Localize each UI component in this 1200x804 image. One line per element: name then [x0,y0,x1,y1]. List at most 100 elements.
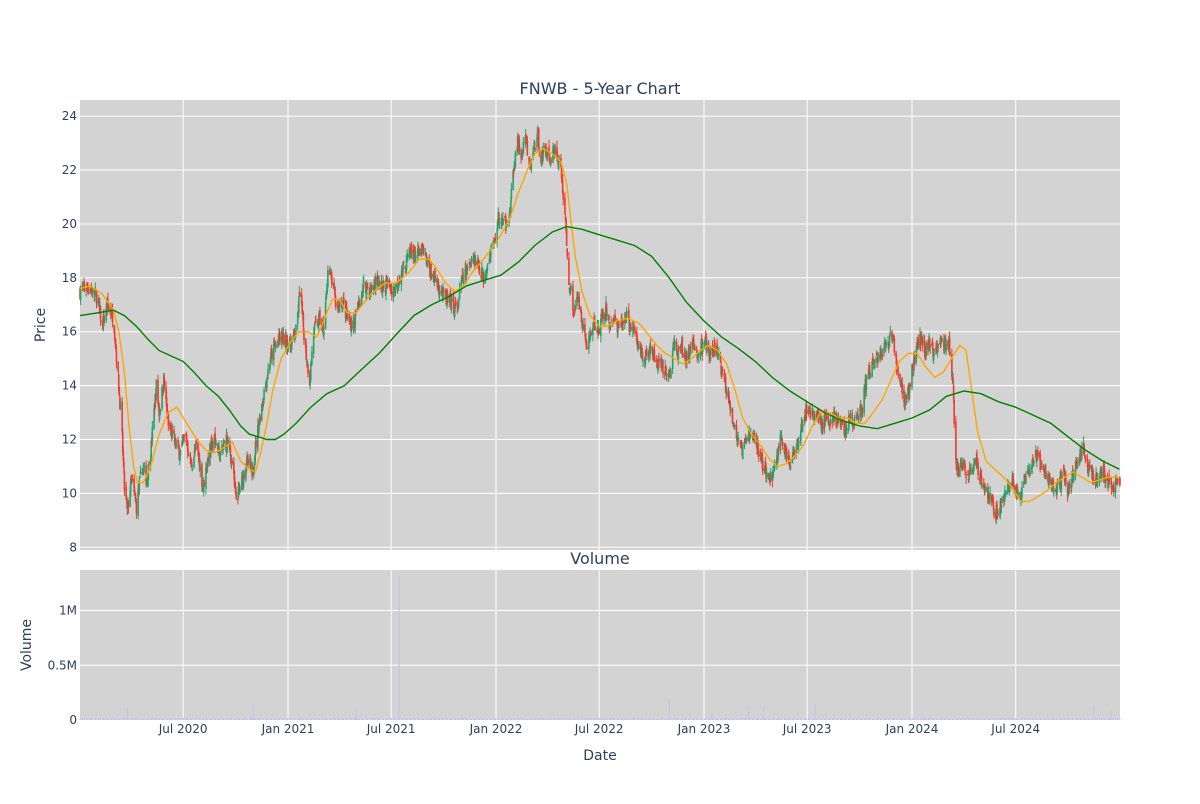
volume-bar [98,717,100,720]
candle-body [274,344,277,349]
volume-bar [1003,718,1005,720]
candle-body [901,383,904,394]
candle-body [863,390,866,396]
volume-bar [1091,719,1093,720]
volume-bar [473,718,475,720]
volume-bar [952,718,954,720]
volume-bar [959,718,961,720]
volume-bar [1023,718,1025,720]
volume-bar [778,718,780,720]
volume-bar [380,719,382,720]
volume-bar [923,718,925,720]
candle-body [1060,480,1063,491]
volume-bar [130,719,132,720]
volume-bar [109,719,111,720]
volume-bar [618,718,620,720]
volume-bar [806,718,808,720]
candle-body [242,472,245,488]
candle-body [809,407,811,413]
volume-bar [477,717,479,720]
volume-bar [1031,718,1033,720]
candle-body [428,257,431,267]
candle-body [772,471,774,478]
volume-bar [314,718,316,720]
candle-body [418,248,421,256]
volume-bar [1008,718,1010,720]
volume-bar [789,718,791,720]
candle-body [605,303,608,315]
volume-bar [673,718,675,720]
candle-body [735,425,738,439]
volume-bar [860,718,862,720]
volume-bar [960,718,962,720]
price-y-tick-label: 8 [69,540,77,554]
volume-bar [665,718,667,720]
volume-bar [972,717,974,720]
candle-body [829,419,832,424]
volume-bar [346,717,348,720]
candle-body [303,330,305,340]
volume-bar [693,718,695,720]
volume-bar [359,718,361,720]
volume-bar [1083,717,1085,720]
candle-body [1025,476,1027,483]
volume-bar [322,718,324,720]
volume-bar [698,718,700,720]
candle-body [907,387,909,399]
volume-bar [1100,717,1102,720]
volume-bar [553,717,555,720]
candle-body [904,396,906,406]
volume-bar [932,718,934,720]
volume-bar [726,717,728,720]
volume-bar [735,718,737,720]
volume-bar [708,718,710,720]
volume-plot-area[interactable] [80,570,1120,720]
volume-bar [203,718,205,720]
volume-bar [731,718,733,720]
volume-bar [290,718,292,720]
volume-bar [1045,718,1047,720]
volume-bar [207,719,209,720]
volume-bar [333,718,335,720]
candle-body [867,376,869,378]
volume-bar [392,717,394,720]
candle-body [355,310,357,312]
candle-body [1036,452,1038,462]
x-tick-label: Jul 2023 [782,722,832,736]
volume-bar [402,718,404,720]
candle-body [780,435,783,437]
candle-body [163,377,166,387]
candle-body [139,472,142,474]
volume-bar [830,718,832,720]
volume-bar [602,717,604,720]
volume-bar [644,719,646,720]
volume-bar [565,717,567,720]
volume-bar [1096,718,1098,720]
candle-body [206,466,208,473]
candle-body [234,486,237,494]
volume-bar [510,719,512,720]
volume-bar [274,717,276,720]
volume-bar [1075,718,1077,720]
candle-body [273,341,276,346]
volume-bar [911,718,913,720]
candle-body [430,273,433,279]
candle-body [1099,471,1101,481]
candle-body [392,291,395,298]
candle-body [927,349,930,351]
volume-bar [1099,718,1101,720]
volume-bar [824,718,826,720]
candle-body [83,286,86,290]
candle-body [153,406,156,411]
candle-body [704,334,707,336]
volume-bar [509,718,511,720]
candle-body [520,153,523,159]
candle-body [757,440,759,453]
candle-body [737,438,740,440]
volume-bar [396,718,398,720]
volume-bar [502,717,504,720]
volume-bar [261,718,263,720]
candle-body [689,346,692,349]
volume-bar [580,718,582,720]
volume-bar [606,718,608,720]
